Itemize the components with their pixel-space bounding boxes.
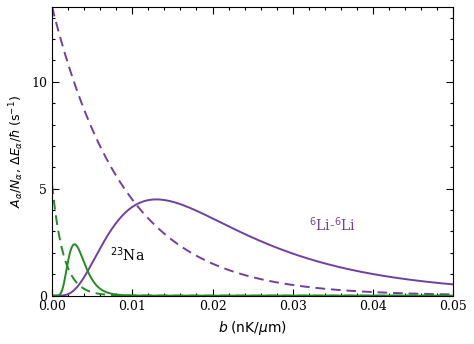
Text: $^{6}$Li-$^{6}$Li: $^{6}$Li-$^{6}$Li: [309, 216, 356, 235]
Y-axis label: $A_{\alpha}/N_{\alpha},\, \Delta E_{\alpha}/\hbar\; (\mathrm{s}^{-1})$: $A_{\alpha}/N_{\alpha},\, \Delta E_{\alp…: [7, 95, 26, 208]
Text: $^{23}$Na: $^{23}$Na: [110, 246, 145, 265]
X-axis label: $b\; (\mathrm{nK}/\mu\mathrm{m})$: $b\; (\mathrm{nK}/\mu\mathrm{m})$: [218, 319, 287, 337]
